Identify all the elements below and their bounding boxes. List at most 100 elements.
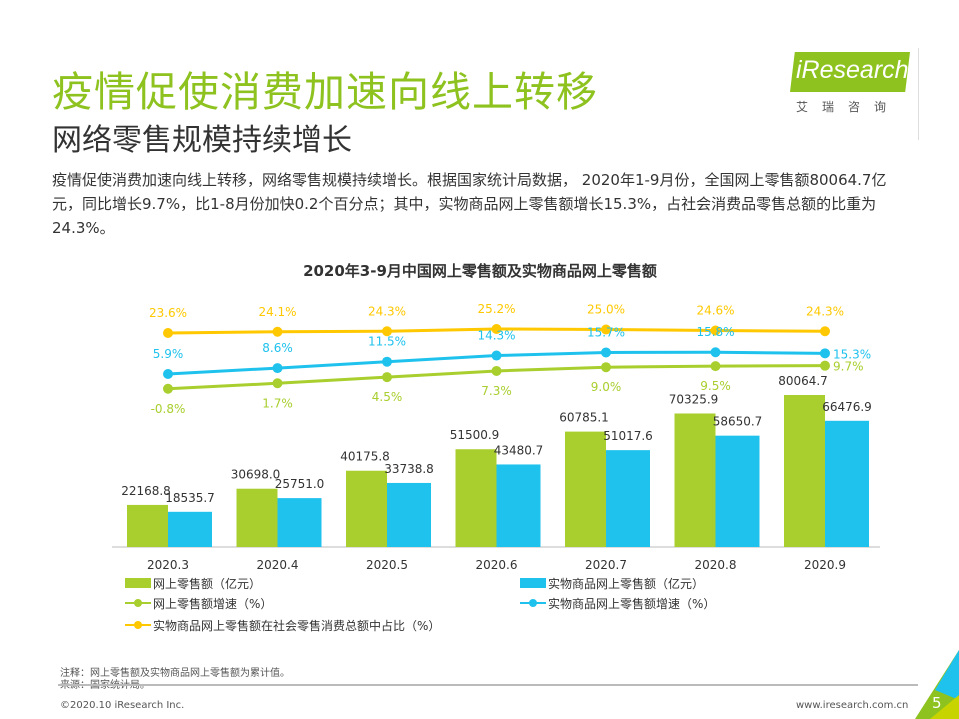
legend-label: 实物商品网上零售额（亿元） xyxy=(548,576,704,591)
bar-online-retail xyxy=(346,470,387,547)
bar-label: 33738.8 xyxy=(384,462,434,476)
body-text: 疫情促使消费加速向线上转移，网络零售规模持续增长。根据国家统计局数据， 2020… xyxy=(52,171,887,237)
bar-label: 51017.6 xyxy=(603,429,653,443)
share-label: 24.3% xyxy=(806,304,844,318)
bar-label: 58650.7 xyxy=(713,415,763,429)
corner-decoration xyxy=(915,650,959,719)
bar-label: 66476.9 xyxy=(822,400,872,414)
bar-label: 40175.8 xyxy=(340,450,390,464)
share-label: 25.2% xyxy=(477,302,515,316)
x-tick-label: 2020.6 xyxy=(476,558,518,572)
bar-physical-goods xyxy=(277,498,322,547)
bar-online-retail xyxy=(127,504,168,547)
retail-growth-label: 9.0% xyxy=(591,380,622,394)
website: www.iresearch.com.cn xyxy=(796,700,909,711)
x-tick-label: 2020.9 xyxy=(804,558,846,572)
bar-label: 25751.0 xyxy=(275,477,325,491)
physical-growth-label: 11.5% xyxy=(368,335,406,349)
retail-growth-label: 9.7% xyxy=(833,360,864,374)
copyright: ©2020.10 iResearch Inc. xyxy=(60,700,185,711)
legend-swatch xyxy=(125,578,151,588)
page-title: 疫情促使消费加速向线上转移 xyxy=(52,68,598,116)
page-number: 5 xyxy=(932,694,942,712)
physical-growth-point xyxy=(272,363,283,374)
bar-online-retail xyxy=(674,413,716,547)
retail-growth-label: 1.7% xyxy=(262,396,293,410)
retail-growth-point xyxy=(382,372,392,383)
physical-growth-label: 15.8% xyxy=(696,325,734,339)
physical-growth-point xyxy=(710,347,721,358)
bar-label: 43480.7 xyxy=(494,443,544,457)
physical-growth-point xyxy=(601,347,611,358)
retail-growth-point xyxy=(491,365,502,376)
retail-growth-point xyxy=(601,362,611,373)
x-tick-label: 2020.7 xyxy=(585,558,627,572)
legend-swatch xyxy=(520,578,546,588)
iresearch-logo: iResearch 艾瑞咨询 xyxy=(790,48,919,140)
share-label: 24.1% xyxy=(258,305,296,319)
bar-physical-goods xyxy=(387,482,431,547)
x-tick-label: 2020.8 xyxy=(695,558,737,572)
chart-title: 2020年3-9月中国网上零售额及实物商品网上零售额 xyxy=(303,262,657,280)
share-point xyxy=(601,324,611,335)
bar-physical-goods xyxy=(168,511,212,547)
share-label: 23.6% xyxy=(149,306,187,320)
share-label: 24.6% xyxy=(696,304,734,318)
x-tick-label: 2020.4 xyxy=(257,558,299,572)
bar-label: 60785.1 xyxy=(559,411,609,425)
retail-growth-label: 7.3% xyxy=(481,384,512,398)
bar-physical-goods xyxy=(825,420,869,547)
share-point xyxy=(710,325,721,336)
physical-growth-label: 5.9% xyxy=(153,347,184,361)
physical-growth-point xyxy=(820,348,830,359)
bar-online-retail xyxy=(784,395,825,547)
bar-label: 22168.8 xyxy=(121,484,171,498)
divider xyxy=(58,684,918,686)
physical-growth-label: 15.3% xyxy=(833,347,871,361)
bar-physical-goods xyxy=(715,435,760,547)
retail-growth-point xyxy=(163,383,173,394)
physical-growth-point xyxy=(382,356,392,367)
physical-growth-point xyxy=(491,350,502,361)
share-label: 25.0% xyxy=(587,303,625,317)
bar-physical-goods xyxy=(606,450,650,547)
footnote: 注释：网上零售额及实物商品网上零售额为累计值。 xyxy=(60,668,290,679)
retail-growth-label: 9.5% xyxy=(700,379,731,393)
chart: 2020年3-9月中国网上零售额及实物商品网上零售额 22168.818535.7… xyxy=(112,262,880,633)
physical-growth-label: 15.7% xyxy=(587,325,625,339)
bar-online-retail xyxy=(455,449,497,547)
logo-cn: 艾瑞咨询 xyxy=(796,100,901,114)
legend-label: 网上零售额增速（%） xyxy=(153,596,272,611)
share-point xyxy=(272,326,283,337)
bar-label: 18535.7 xyxy=(165,491,215,505)
retail-growth-label: -0.8% xyxy=(151,402,186,416)
bar-label: 70325.9 xyxy=(669,392,719,406)
retail-growth-point xyxy=(820,360,830,371)
retail-growth-label: 4.5% xyxy=(372,390,403,404)
page-subtitle: 网络零售规模持续增长 xyxy=(52,123,352,158)
share-point xyxy=(491,324,502,334)
bar-online-retail xyxy=(565,431,606,547)
share-point xyxy=(163,328,173,338)
legend-label: 网上零售额（亿元） xyxy=(153,576,261,591)
share-point xyxy=(820,326,830,337)
share-point xyxy=(382,326,392,337)
bar-physical-goods xyxy=(496,464,541,547)
x-tick-label: 2020.5 xyxy=(366,558,408,572)
x-tick-label: 2020.3 xyxy=(147,558,189,572)
legend-swatch xyxy=(134,621,142,629)
bar-label: 51500.9 xyxy=(450,428,500,442)
legend-label: 实物商品网上零售额在社会零售消费总额中占比（%） xyxy=(153,618,440,633)
share-label: 24.3% xyxy=(368,304,406,318)
physical-growth-label: 14.3% xyxy=(477,329,515,343)
retail-growth-point xyxy=(710,361,721,372)
bar-label: 80064.7 xyxy=(778,374,828,388)
legend-swatch xyxy=(134,599,142,607)
retail-growth-point xyxy=(272,378,283,389)
logo-text: iResearch xyxy=(796,56,909,84)
physical-growth-point xyxy=(163,369,173,380)
physical-growth-label: 8.6% xyxy=(262,341,293,355)
bar-label: 30698.0 xyxy=(231,468,281,482)
legend-label: 实物商品网上零售额增速（%） xyxy=(548,596,715,611)
